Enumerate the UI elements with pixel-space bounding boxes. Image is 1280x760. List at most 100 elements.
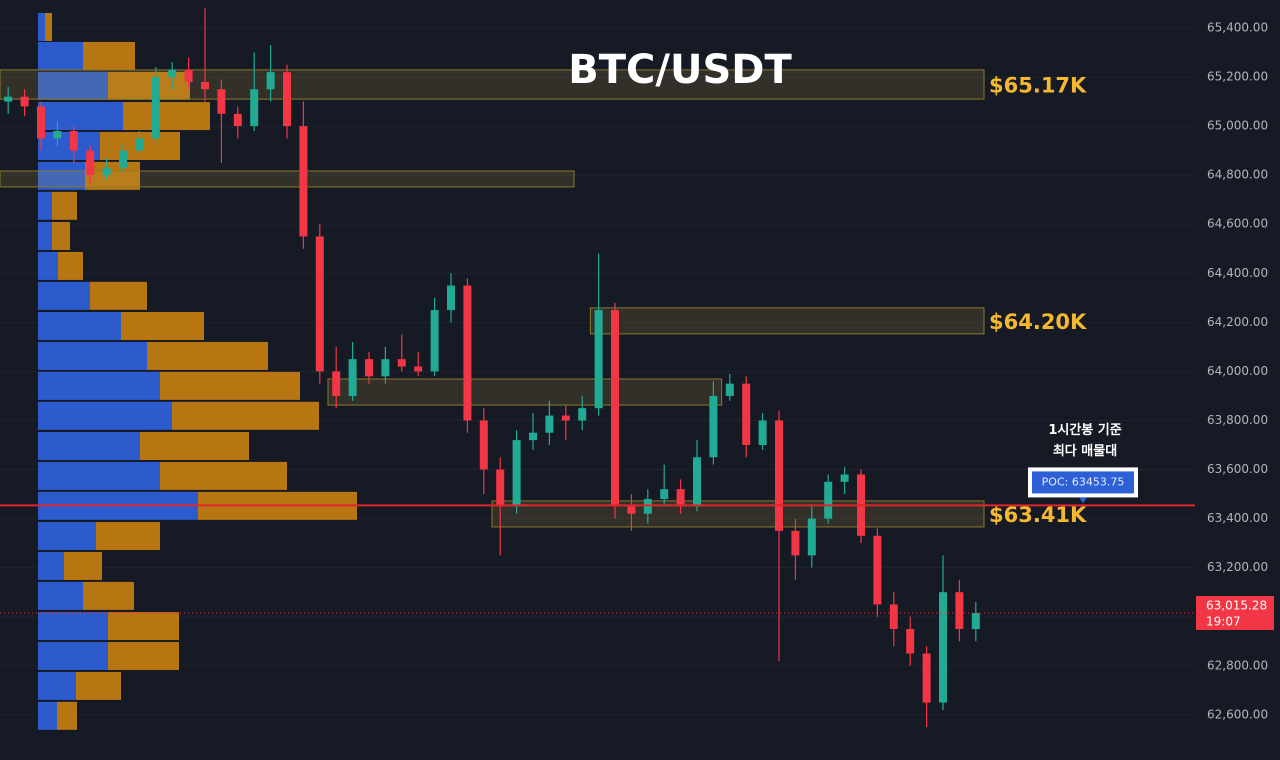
candle-body	[693, 457, 701, 507]
y-tick-label: 64,800.00	[1207, 168, 1268, 182]
candle-body	[135, 138, 144, 151]
profile-buy	[38, 371, 160, 400]
zone-label: $64.20K	[989, 310, 1087, 334]
candle-body	[20, 96, 29, 107]
profile-sell	[76, 671, 121, 700]
candle-body	[709, 395, 718, 458]
profile-sell	[160, 371, 300, 400]
profile-buy	[38, 581, 83, 610]
candle-body	[906, 628, 915, 654]
y-tick-label: 65,200.00	[1207, 70, 1268, 84]
profile-buy	[38, 671, 76, 700]
profile-buy	[38, 251, 58, 280]
profile-sell	[90, 281, 147, 310]
candle-body	[184, 69, 193, 82]
annotation: 1시간봉 기준	[1048, 422, 1121, 438]
y-tick-label: 64,600.00	[1207, 217, 1268, 231]
profile-buy	[38, 41, 83, 70]
profile-buy	[38, 281, 90, 310]
candle-body	[955, 592, 964, 629]
candle-body	[545, 415, 554, 433]
y-tick-label: 62,600.00	[1207, 707, 1268, 721]
candle-body	[578, 408, 587, 421]
y-tick-label: 64,000.00	[1207, 364, 1268, 378]
profile-sell	[123, 102, 210, 131]
profile-buy	[38, 551, 64, 580]
zone-label: $65.17K	[989, 74, 1087, 98]
profile-buy	[38, 161, 85, 190]
y-tick-label: 62,800.00	[1207, 658, 1268, 672]
profile-buy	[38, 612, 108, 641]
profile-sell	[45, 12, 52, 41]
candle-body	[250, 89, 259, 127]
profile-sell	[64, 551, 102, 580]
candle-body	[627, 506, 636, 514]
candle-body	[840, 474, 849, 482]
poc-box-inner	[1032, 471, 1134, 494]
profile-sell	[108, 71, 190, 100]
profile-sell	[160, 461, 287, 490]
poc-pointer	[1079, 497, 1087, 504]
candle-body	[807, 518, 816, 556]
profile-buy	[38, 701, 57, 730]
profile-buy	[38, 341, 147, 370]
candle-body	[201, 81, 209, 90]
y-tick-label: 64,200.00	[1207, 315, 1268, 329]
candle-body	[233, 113, 242, 127]
candle-body	[414, 366, 423, 372]
candle-body	[4, 96, 13, 102]
y-tick-label: 65,400.00	[1207, 20, 1268, 34]
candle-body	[971, 613, 980, 629]
profile-sell	[57, 701, 77, 730]
candle-body	[332, 371, 341, 396]
candle-body	[315, 236, 324, 372]
price-tag-label: 63,015.28	[1206, 598, 1267, 612]
candle-body	[611, 310, 619, 507]
chart-title: BTC/USDT	[568, 47, 792, 93]
profile-buy	[38, 221, 52, 250]
candle-body	[775, 420, 783, 531]
candle-body	[676, 489, 685, 507]
candle-body	[873, 535, 882, 605]
candle-body	[512, 440, 521, 507]
profile-buy	[38, 12, 45, 41]
candle-body	[37, 106, 45, 139]
candle-body	[119, 150, 127, 168]
candle-body	[939, 592, 947, 703]
candle-body	[824, 481, 833, 519]
zone-label: $63.41K	[989, 503, 1087, 527]
profile-buy	[38, 312, 121, 341]
candle-body	[348, 359, 357, 396]
profile-buy	[38, 641, 108, 670]
profile-buy	[38, 522, 96, 551]
candle-body	[529, 432, 537, 441]
y-tick-label: 63,400.00	[1207, 511, 1268, 525]
profile-sell	[58, 251, 83, 280]
candle-body	[561, 415, 570, 421]
candle-body	[463, 285, 472, 421]
profile-buy	[38, 431, 140, 460]
candle-body	[889, 604, 898, 629]
candle-body	[283, 72, 291, 127]
candle-body	[660, 489, 669, 499]
candle-body	[742, 383, 751, 446]
price-axis	[1195, 0, 1280, 760]
annotation: 최다 매물대	[1053, 443, 1117, 459]
profile-sell	[96, 522, 160, 551]
poc-label: POC: 63453.75	[1042, 475, 1125, 488]
zone	[327, 378, 723, 406]
y-tick-label: 63,200.00	[1207, 560, 1268, 574]
candle-body	[447, 285, 455, 311]
y-tick-label: 64,400.00	[1207, 266, 1268, 280]
profile-sell	[108, 641, 179, 670]
candle-body	[151, 77, 160, 139]
y-tick-label: 65,000.00	[1207, 119, 1268, 133]
profile-sell	[147, 341, 268, 370]
profile-sell	[52, 221, 70, 250]
y-tick-label: 63,600.00	[1207, 462, 1268, 476]
price-tag	[1196, 595, 1274, 630]
profile-sell	[140, 431, 249, 460]
profile-buy	[38, 102, 123, 131]
